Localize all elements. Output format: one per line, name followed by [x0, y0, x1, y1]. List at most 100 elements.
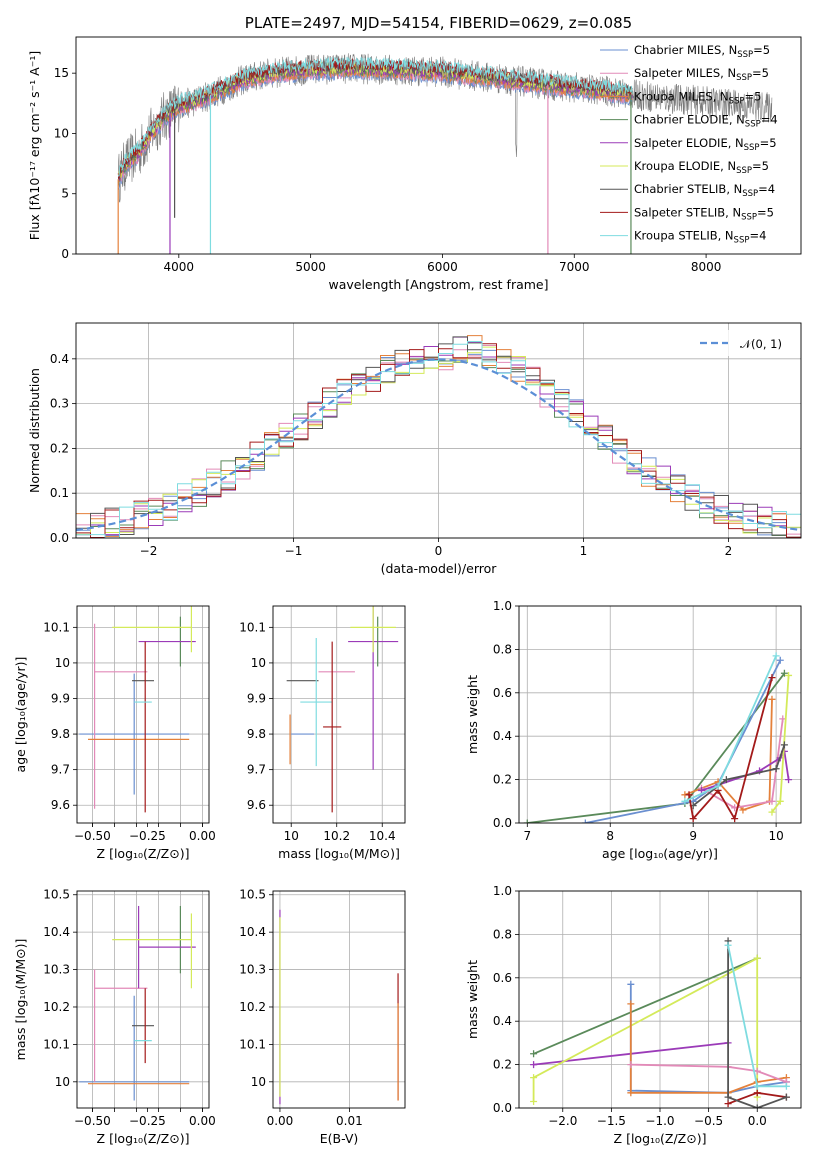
- axes-frame: [272, 890, 406, 1109]
- x-tick-label: −0.25: [129, 1114, 166, 1128]
- ticks: 4000 5000 6000 7000 8000 0 5 10 15: [54, 66, 722, 274]
- mass-weight-marker: [530, 1050, 538, 1058]
- mass-weight-vs-metallicity-plot: −2.0 −1.5 −1.0 −0.5 0.0 0.0 0.2 0.4 0.6 0.8 1.0 Z […: [465, 884, 802, 1146]
- legend-label-name: Salpeter ELODIE, N: [634, 136, 744, 150]
- y-tick-label: 0.0: [493, 816, 512, 830]
- mass-weight-marker: [785, 776, 793, 784]
- y-axis-label: age [log₁₀(age/yr)]: [13, 657, 28, 773]
- y-axis-label: Normed distribution: [27, 368, 42, 493]
- mass-weight-line: [727, 940, 787, 1108]
- residual-histogram-step: [76, 346, 801, 535]
- y-tick-label: 10: [251, 1075, 266, 1089]
- ticks: 7 8 9 10 0.0 0.2 0.4 0.6 0.8 1.0: [493, 599, 784, 843]
- x-tick-label: −2.0: [548, 1114, 577, 1128]
- mass-weight-marker: [627, 1061, 635, 1069]
- mass-weight-marker: [768, 695, 776, 703]
- y-tick-label: 1.0: [493, 884, 512, 898]
- x-tick-label: 0: [435, 544, 443, 558]
- x-tick-label: −0.25: [129, 829, 166, 843]
- mass-weight-marker: [722, 776, 730, 784]
- mass-weight-marker: [724, 1100, 732, 1108]
- x-tick-label: 7000: [559, 260, 590, 274]
- legend-label-sub: SSP: [729, 96, 745, 106]
- axes-frame: [76, 890, 210, 1109]
- x-axis-label: Z [log₁₀(Z/Z⊙)]: [97, 1131, 190, 1146]
- legend-label: Salpeter STELIB, NSSP=5: [634, 205, 774, 222]
- x-tick-label: 0.00: [267, 1114, 294, 1128]
- x-tick-label: 7: [523, 829, 531, 843]
- plot-area: [76, 335, 801, 538]
- mass-weight-marker: [768, 808, 776, 816]
- legend-label: Kroupa MILES, NSSP=5: [634, 89, 761, 106]
- mass-weight-marker: [785, 671, 793, 679]
- y-tick-label: 0.0: [50, 531, 69, 545]
- mass-weight-marker: [782, 1082, 790, 1090]
- legend-label: Salpeter ELODIE, NSSP=5: [634, 136, 777, 153]
- y-tick-label: 0.8: [493, 642, 512, 656]
- x-tick-label: 0.01: [336, 1114, 363, 1128]
- mass-weight-marker: [753, 1082, 761, 1090]
- mass-weight-marker: [753, 1104, 761, 1108]
- legend-label: Chabrier STELIB, NSSP=4: [634, 182, 775, 199]
- legend-label-value: =4: [749, 229, 766, 243]
- y-tick-label: 10.1: [43, 1037, 70, 1051]
- grid: [273, 606, 405, 823]
- axes-frame: [76, 605, 210, 824]
- spectrum-plot: 4000 5000 6000 7000 8000 0 5 10 15 wavelength [An…: [27, 14, 802, 292]
- mass-weight-marker: [780, 669, 788, 677]
- legend-label-value: =5: [752, 159, 769, 173]
- mass-weight-line: [533, 957, 758, 1055]
- legend-label-name: Kroupa MILES, N: [634, 89, 729, 103]
- mass-weight-line: [532, 956, 759, 1102]
- axes-frame: [518, 605, 802, 824]
- y-tick-label: 9.6: [247, 798, 266, 812]
- x-tick-label: 2: [725, 544, 733, 558]
- mass-weight-line: [585, 659, 782, 823]
- residual-histogram-step: [76, 341, 801, 538]
- y-tick-label: 0.4: [493, 729, 512, 743]
- axes-frame: [272, 605, 406, 824]
- legend-label: Kroupa ELODIE, NSSP=5: [634, 159, 769, 176]
- x-tick-label: −0.50: [74, 829, 111, 843]
- mass-weight-marker: [753, 954, 761, 962]
- x-tick-label: −0.5: [694, 1114, 723, 1128]
- legend-label-sub: SSP: [737, 50, 753, 60]
- grid: [77, 606, 209, 823]
- mass-weight-marker: [768, 674, 776, 682]
- mass-vs-metallicity-plot: −0.50 −0.25 0.00 10 10.1 10.2 10.3 10.4 10.5 Z [l…: [13, 888, 216, 1146]
- y-tick-label: 10.2: [239, 1000, 266, 1014]
- x-tick-label: −1.5: [597, 1114, 626, 1128]
- model-spectrum-line: [117, 59, 633, 181]
- grid: [519, 605, 801, 824]
- y-tick-label: 10.1: [43, 620, 70, 634]
- x-axis-label: Z [log₁₀(Z/Z⊙)]: [97, 846, 190, 861]
- plot-area: [279, 909, 399, 1105]
- x-tick-label: 10: [768, 829, 783, 843]
- y-tick-label: 10: [54, 126, 69, 140]
- mass-weight-marker: [523, 819, 531, 823]
- legend-label-sub: SSP: [736, 73, 752, 83]
- x-tick-label: 0.0: [748, 1114, 767, 1128]
- gaussian-reference-line: [76, 358, 801, 532]
- x-tick-label: −2: [140, 544, 158, 558]
- legend-label-sub: SSP: [736, 166, 752, 176]
- mass-weight-marker: [627, 1000, 635, 1008]
- plot-area: [79, 905, 196, 1101]
- y-axis-label: mass weight: [465, 960, 480, 1039]
- legend-label: 𝒩(0, 1): [740, 337, 782, 351]
- mass-weight-line: [684, 699, 773, 812]
- mass-weight-marker: [753, 1089, 761, 1097]
- y-tick-label: 0.1: [50, 486, 69, 500]
- ticks: 0.00 0.01 10 10.1 10.2 10.3 10.4 10.5: [239, 888, 362, 1128]
- y-tick-label: 0.2: [493, 1058, 512, 1072]
- mass-weight-line: [630, 1063, 787, 1083]
- mass-weight-marker: [782, 1093, 790, 1101]
- mass-weight-line: [527, 672, 786, 823]
- legend-label: Kroupa STELIB, NSSP=4: [634, 229, 766, 246]
- y-tick-label: 0.4: [493, 1014, 512, 1028]
- mass-vs-ebv-plot: 0.00 0.01 10 10.1 10.2 10.3 10.4 10.5 E(B-V): [239, 888, 406, 1146]
- x-tick-label: 6000: [427, 260, 458, 274]
- plot-area: [79, 606, 196, 813]
- age-vs-mass-plot: 10 10.2 10.4 9.6 9.7 9.8 9.9 10 10.1 mass [log₁₀(…: [239, 605, 406, 861]
